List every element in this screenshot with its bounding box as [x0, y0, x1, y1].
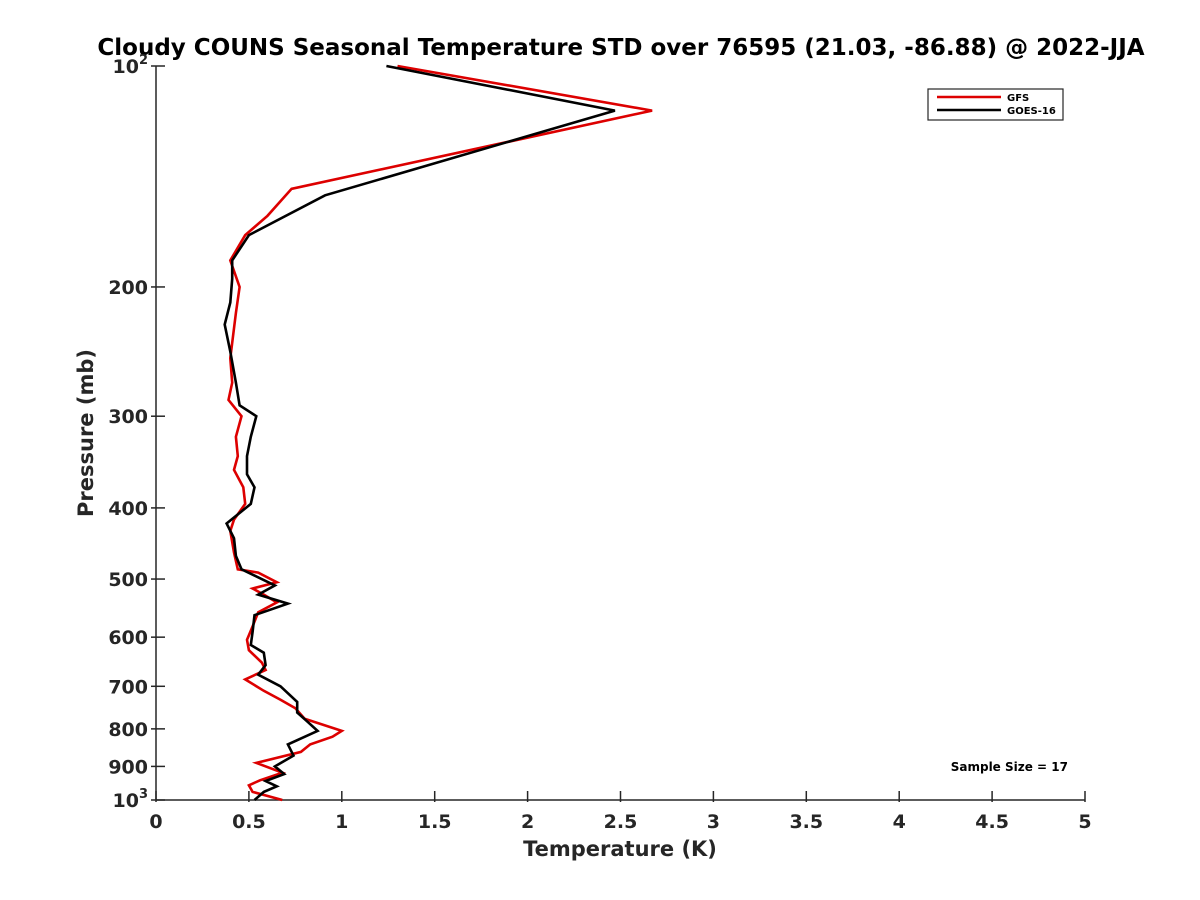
y-tick-label: 102	[113, 53, 149, 78]
x-tick-label: 2	[521, 811, 534, 833]
y-tick-label: 200	[108, 277, 148, 299]
plot-area	[155, 66, 1085, 801]
x-ticks: 0 0.5 1 1.5 2 2.5 3 3.5 4 4.5 5	[149, 791, 1092, 833]
y-tick-label: 300	[108, 406, 148, 428]
y-tick-label: 700	[108, 676, 148, 698]
series-line-gfs	[227, 64, 653, 802]
y-ticks: 102 200 300 400 500 600 700 800 900 103	[108, 53, 165, 812]
x-tick-label: 1	[335, 811, 348, 833]
x-tick-label: 0.5	[232, 811, 266, 833]
y-tick-label: 103	[113, 787, 149, 812]
y-tick-label: 600	[108, 627, 148, 649]
legend-label-gfs: GFS	[1007, 93, 1029, 104]
chart-title: Cloudy COUNS Seasonal Temperature STD ov…	[97, 35, 1144, 61]
x-tick-label: 3	[707, 811, 720, 833]
x-tick-label: 4	[893, 811, 906, 833]
y-tick-label: 800	[108, 719, 148, 741]
x-tick-label: 2.5	[604, 811, 638, 833]
y-tick-label: 400	[108, 498, 148, 520]
legend: GFS GOES-16	[927, 88, 1064, 121]
x-tick-label: 0	[149, 811, 162, 833]
series-line-goes-16	[223, 64, 616, 801]
x-tick-label: 1.5	[418, 811, 452, 833]
y-axis-label: Pressure (mb)	[74, 349, 98, 517]
x-axis-label: Temperature (K)	[523, 837, 717, 861]
x-tick-label: 4.5	[975, 811, 1009, 833]
legend-box	[927, 88, 1064, 121]
y-tick-label: 500	[108, 569, 148, 591]
y-tick-label: 900	[108, 756, 148, 778]
x-tick-label: 3.5	[789, 811, 823, 833]
x-tick-label: 5	[1078, 811, 1091, 833]
sample-size-annotation: Sample Size = 17	[951, 760, 1068, 774]
legend-label-goes-16: GOES-16	[1007, 106, 1056, 117]
series-layer	[223, 64, 653, 802]
